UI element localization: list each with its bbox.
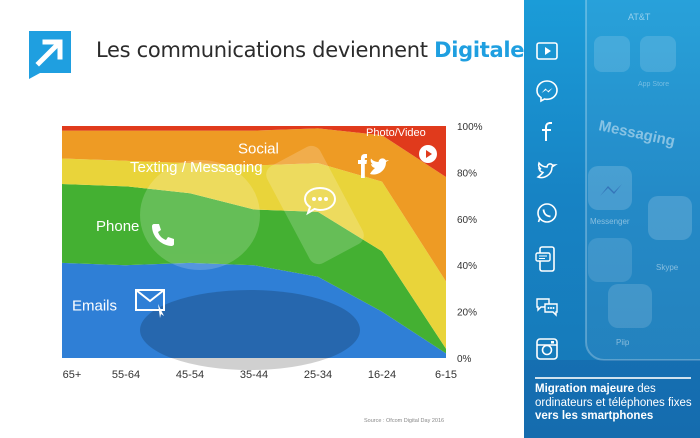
series-icons (135, 145, 437, 318)
svg-text:Messenger: Messenger (590, 217, 630, 226)
x-tick-label: 55-64 (112, 369, 140, 381)
instagram-icon (536, 338, 558, 360)
series-label: Emails (72, 298, 117, 315)
title-prefix: Les communications deviennent (96, 38, 435, 62)
x-tick-label: 45-54 (176, 369, 204, 381)
overlay-shape (266, 145, 364, 265)
sidebar-caption: Migration majeure des ordinateurs et tél… (535, 383, 699, 424)
area-texting-messaging (62, 158, 446, 349)
x-tick-label: 35-44 (240, 369, 268, 381)
youtube-icon (536, 42, 558, 60)
caption-bold-1: Migration majeure (535, 383, 635, 395)
series-label: Social (238, 141, 279, 158)
area-emails (62, 262, 446, 358)
y-tick-label: 20% (457, 308, 477, 319)
svg-text:Piip: Piip (616, 338, 630, 347)
x-tick-label: 16-24 (368, 369, 396, 381)
x-tick-label: 65+ (63, 369, 82, 381)
y-tick-label: 0% (457, 354, 472, 365)
arrow-logo-icon (29, 31, 71, 79)
area-photo-video (62, 126, 446, 178)
messenger-icon (536, 80, 558, 103)
series-label: Photo/Video (366, 127, 426, 139)
svg-text:Skype: Skype (656, 263, 679, 272)
series-label: Texting / Messaging (130, 159, 263, 176)
title-highlight: Digitales (434, 38, 537, 62)
x-axis-ticks: 65+ 55-64 45-54 35-44 25-34 16-24 6-15 (63, 369, 457, 381)
page-title: Les communications deviennent Digitales (96, 38, 537, 62)
sidebar: AT&T App Store Messaging Messenger Skype… (524, 0, 700, 438)
play-icon (419, 145, 437, 163)
x-tick-label: 6-15 (435, 369, 457, 381)
y-tick-label: 40% (457, 261, 477, 272)
facebook-icon (542, 122, 552, 141)
caption-divider (535, 377, 691, 379)
svg-text:AT&T: AT&T (628, 12, 651, 22)
y-tick-label: 60% (457, 215, 477, 226)
y-tick-label: 100% (457, 122, 483, 133)
phone-icon (152, 224, 174, 246)
y-tick-label: 80% (457, 168, 477, 179)
whatsapp-icon (537, 203, 557, 223)
twitter-icon (536, 161, 558, 179)
svg-text:App Store: App Store (638, 81, 669, 88)
caption-bold-2: vers les smartphones (535, 410, 654, 422)
sms-icon (535, 246, 555, 272)
area-social (62, 128, 446, 282)
stacked-area-chart: 65+ 55-64 45-54 35-44 25-34 16-24 6-15 0% 20% 40… (62, 122, 483, 381)
y-axis-ticks: 0% 20% 40% 60% 80% 100% (457, 122, 483, 365)
facebook-twitter-icon (358, 154, 389, 178)
overlay-shape (140, 160, 260, 270)
series-label: Phone (96, 218, 139, 235)
source-note: Source : Ofcom Digital Day 2016 (364, 418, 445, 424)
caption-text-1: des ordinateurs et téléphones fixes (535, 383, 692, 409)
envelope-icon (135, 289, 165, 318)
x-tick-label: 25-34 (304, 369, 332, 381)
overlay-shape (140, 290, 360, 370)
chat-icon (536, 298, 558, 317)
chat-bubble-icon (303, 186, 337, 216)
phone-background-art: AT&T App Store Messaging Messenger Skype… (524, 0, 700, 438)
